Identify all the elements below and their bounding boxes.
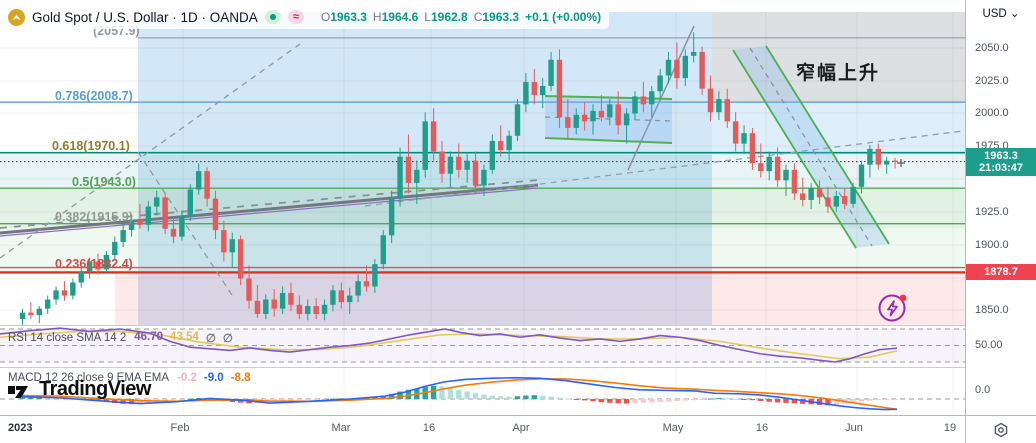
indicator-value: -9.0	[203, 372, 224, 384]
currency-label: USD	[982, 8, 1007, 20]
indicator-value: ∅	[205, 333, 216, 345]
time-tick: Mar	[331, 422, 351, 434]
level-price-value: 1878.7	[984, 266, 1018, 279]
time-tick: Jun	[845, 422, 863, 434]
price-tick: 1850.0	[975, 304, 1009, 316]
symbol-header[interactable]: Gold Spot / U.S. Dollar · 1D · OANDA ≈ O…	[4, 5, 610, 29]
indicator-value: ∅	[222, 333, 233, 345]
indicator-value: -8.8	[230, 372, 251, 384]
fib-label: 0.382(1915.9)	[55, 210, 133, 224]
time-axis[interactable]: 2023 Feb Mar 16 Apr May 16 Jun 19	[0, 416, 965, 443]
time-tick: Apr	[512, 422, 530, 434]
last-price-value: 1963.3	[984, 149, 1018, 162]
time-tick: May	[662, 422, 684, 434]
channel-annotation: 窄幅上升	[796, 63, 881, 84]
gear-icon	[994, 422, 1008, 437]
ohlc-item: L1962.8	[424, 10, 468, 24]
indicator-value: 43.54	[170, 331, 199, 343]
tradingview-logo-icon	[8, 385, 28, 398]
time-tick: 2023	[8, 422, 33, 434]
price-tick: 1925.0	[975, 206, 1009, 218]
macd-legend-values: -0.2 -9.0 -8.8	[177, 372, 250, 384]
time-tick: 19	[943, 422, 957, 434]
fib-label: 0.786(2008.7)	[55, 89, 133, 103]
ohlc-values: O1963.3 H1964.6 L1962.8 C1963.3 +0.1 (+0.00%…	[321, 10, 601, 24]
fib-label: 0.5(1943.0)	[72, 175, 136, 189]
ohlc-item: H1964.6	[372, 10, 419, 24]
macd-pane	[0, 376, 965, 411]
rsi-pane	[0, 327, 965, 363]
time-tick: 16	[755, 422, 769, 434]
rsi-legend[interactable]: RSI 14 close SMA 14 2 46.70 43.54 ∅ ∅	[8, 331, 233, 345]
notification-dot	[899, 294, 907, 302]
bar-countdown: 21:03:47	[978, 161, 1024, 174]
rsi-tick: 50.00	[975, 339, 1003, 351]
macd-legend[interactable]: MACD 12 26 close 9 EMA EMA -0.2 -9.0 -8.8	[8, 372, 251, 384]
macd-tick: 0.0	[975, 384, 991, 396]
macd-legend-title: MACD 12 26 close 9 EMA EMA	[8, 372, 170, 384]
rsi-legend-values: 46.70 43.54 ∅ ∅	[134, 331, 233, 345]
symbol-title[interactable]: Gold Spot / U.S. Dollar · 1D · OANDA	[32, 9, 258, 25]
price-tick: 2025.0	[975, 75, 1009, 87]
last-price-badge: 1963.3 21:03:47	[966, 147, 1036, 176]
market-status-icon[interactable]	[264, 10, 281, 24]
indicator-value: -0.2	[177, 372, 197, 384]
axis-settings-button[interactable]	[966, 416, 1036, 443]
delayed-data-icon[interactable]: ≈	[287, 10, 304, 24]
price-tick: 1900.0	[975, 239, 1009, 251]
flash-ideas-button[interactable]	[877, 292, 908, 323]
time-tick: 16	[422, 422, 436, 434]
ohlc-item: O1963.3	[320, 10, 367, 24]
level-price-badge: 1878.7	[966, 264, 1036, 281]
fib-label: 0.236(1882.4)	[55, 257, 133, 271]
rsi-legend-title: RSI 14 close SMA 14 2	[8, 332, 127, 344]
price-tick: 2000.0	[975, 107, 1009, 119]
chevron-down-icon: ⌄	[1009, 8, 1020, 20]
ohlc-item: C1963.3	[473, 10, 520, 24]
currency-dropdown[interactable]: USD ⌄	[966, 6, 1036, 20]
main-price-pane	[0, 12, 965, 325]
price-axis[interactable]: USD ⌄ 2050.0 2025.0 2000.0 1975.0 1925.0 1900…	[966, 0, 1036, 415]
tradingview-watermark: TradingView	[8, 378, 151, 401]
candles	[19, 32, 898, 325]
gold-instrument-icon	[8, 8, 25, 26]
fib-label: 0.618(1970.1)	[52, 139, 130, 153]
time-tick: Feb	[170, 422, 190, 434]
watermark-text: TradingView	[39, 378, 151, 400]
price-tick: 2050.0	[975, 42, 1009, 54]
indicator-value: 46.70	[134, 331, 164, 343]
price-change: +0.1 (+0.00%)	[525, 10, 602, 24]
